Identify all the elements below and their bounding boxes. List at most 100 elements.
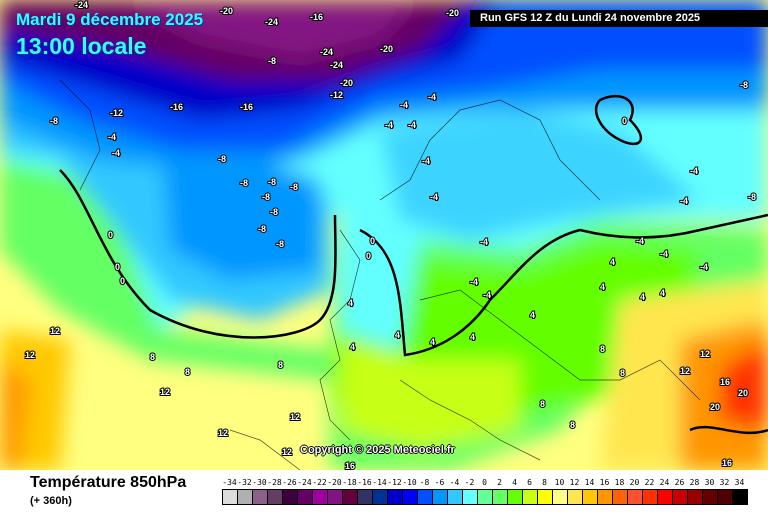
isotherm-value-label: -24 (265, 17, 278, 27)
legend-swatch (327, 489, 343, 505)
legend-label: -10 (402, 478, 417, 487)
isotherm-value-label: 8 (570, 420, 575, 430)
isotherm-value-label: -8 (218, 154, 226, 164)
isotherm-value-label: -8 (258, 224, 266, 234)
isotherm-value-label: 8 (620, 368, 625, 378)
legend-label: -20 (327, 478, 342, 487)
legend-label: 20 (629, 478, 640, 487)
legend-label: 16 (599, 478, 610, 487)
legend-label: 24 (659, 478, 670, 487)
legend-swatch (267, 489, 283, 505)
isotherm-value-label: -4 (470, 277, 478, 287)
legend-swatch (567, 489, 583, 505)
isotherm-value-label: -4 (408, 120, 416, 130)
legend-swatch (477, 489, 493, 505)
legend-label: -2 (464, 478, 475, 487)
legend-swatch (432, 489, 448, 505)
legend-label: -24 (297, 478, 312, 487)
isotherm-value-label: 4 (600, 282, 605, 292)
temperature-map: -24 -24 -20 -20 -16 -24 -24 -20 -20 -12 -16 -8 -16 -8… (0, 0, 768, 470)
legend-label: -30 (252, 478, 267, 487)
legend-swatch (507, 489, 523, 505)
isotherm-value-label: 4 (660, 288, 665, 298)
legend-swatch (597, 489, 613, 505)
legend-label: 32 (719, 478, 730, 487)
legend-footer: Température 850hPa (+ 360h) -34 -32 -30 -28… (0, 470, 768, 512)
isotherm-value-label: 16 (345, 461, 355, 470)
legend-swatch (222, 489, 238, 505)
legend-swatch (492, 489, 508, 505)
legend-label: -28 (267, 478, 282, 487)
isotherm-value-label: 4 (530, 310, 535, 320)
isotherm-value-label: 12 (50, 326, 60, 336)
isotherm-value-label: -8 (740, 80, 748, 90)
isotherm-value-label: 0 (370, 236, 375, 246)
legend-label: -32 (237, 478, 252, 487)
legend-swatch (687, 489, 703, 505)
legend-label: -14 (372, 478, 387, 487)
legend-label: 26 (674, 478, 685, 487)
legend-swatch (672, 489, 688, 505)
legend-swatch (297, 489, 313, 505)
legend-swatch (702, 489, 718, 505)
isotherm-value-label: -20 (220, 6, 233, 16)
legend-label: 2 (497, 478, 502, 487)
legend-label: 4 (512, 478, 517, 487)
legend-swatch (627, 489, 643, 505)
isotherm-value-label: -8 (270, 207, 278, 217)
isotherm-value-label: -20 (380, 44, 393, 54)
legend-label: 28 (689, 478, 700, 487)
isotherm-value-label: -4 (690, 166, 698, 176)
isotherm-value-label: 8 (185, 367, 190, 377)
legend-swatch (402, 489, 418, 505)
isotherm-value-label: -8 (748, 192, 756, 202)
map-variable-title: Température 850hPa (30, 474, 187, 491)
legend-label: 22 (644, 478, 655, 487)
isotherm-value-label: -20 (446, 8, 459, 18)
legend-label: -18 (342, 478, 357, 487)
isotherm-value-label: 16 (722, 458, 732, 468)
isotherm-value-label: -8 (268, 177, 276, 187)
isotherm-value-label: -4 (660, 249, 668, 259)
legend-swatch (252, 489, 268, 505)
legend-label: -6 (434, 478, 445, 487)
isotherm-value-label: 8 (540, 399, 545, 409)
isotherm-value-label: -12 (330, 90, 343, 100)
isotherm-value-label: -8 (276, 239, 284, 249)
isotherm-value-label: -4 (422, 156, 430, 166)
legend-label: -22 (312, 478, 327, 487)
isotherm-value-label: 8 (150, 352, 155, 362)
isotherm-value-label: -8 (268, 56, 276, 66)
legend-label: 30 (704, 478, 715, 487)
legend-label: -12 (387, 478, 402, 487)
copyright: Copyright © 2025 Meteociel.fr (300, 444, 455, 456)
isotherm-value-label: -4 (385, 120, 393, 130)
legend-swatch (387, 489, 403, 505)
legend-swatch (732, 489, 748, 505)
legend-swatch (237, 489, 253, 505)
isotherm-value-label: -20 (340, 78, 353, 88)
isotherm-value-label: 12 (282, 447, 292, 457)
legend-swatch (717, 489, 733, 505)
legend-label: 12 (569, 478, 580, 487)
isotherm-value-label: 12 (290, 412, 300, 422)
forecast-date: Mardi 9 décembre 2025 (16, 10, 204, 29)
legend-label: -26 (282, 478, 297, 487)
isotherm-value-label: 4 (348, 298, 353, 308)
isotherm-value-label: 12 (680, 366, 690, 376)
isotherm-value-label: -16 (170, 102, 183, 112)
isotherm-value-label: -8 (240, 178, 248, 188)
isotherm-value-label: 0 (115, 262, 120, 272)
isotherm-value-label: 4 (395, 330, 400, 340)
legend-label: -16 (357, 478, 372, 487)
isotherm-value-label: -8 (290, 182, 298, 192)
forecast-lead-time: (+ 360h) (30, 495, 72, 507)
isotherm-value-label: 8 (600, 344, 605, 354)
isotherm-value-label: 0 (120, 276, 125, 286)
isotherm-value-label: -8 (50, 116, 58, 126)
legend-label: -8 (419, 478, 430, 487)
legend-swatch (447, 489, 463, 505)
isotherm-value-label: -4 (700, 262, 708, 272)
isotherm-value-label: 20 (710, 402, 720, 412)
legend-label: 14 (584, 478, 595, 487)
